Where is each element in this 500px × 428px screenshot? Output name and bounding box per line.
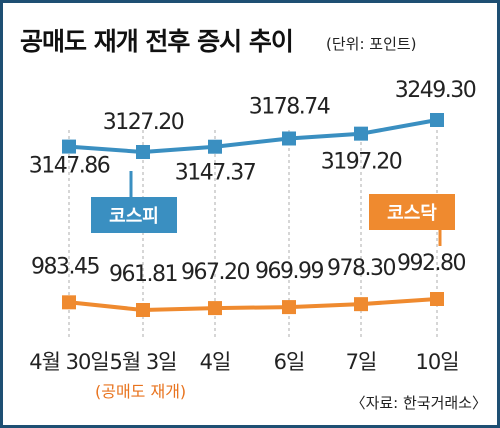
series-1-marker-4 xyxy=(354,297,368,312)
series-1-value-label-1: 961.81 xyxy=(109,262,177,287)
series-0-marker-1 xyxy=(136,145,150,159)
series-0-value-label-2: 3147.37 xyxy=(175,161,256,186)
series-0-marker-4 xyxy=(354,126,368,141)
x-tick-label-4: 7일 xyxy=(346,350,377,374)
series-1-marker-2 xyxy=(208,301,222,316)
series-layer xyxy=(62,113,444,317)
series-1-value-label-0: 983.45 xyxy=(31,254,99,279)
series-1-marker-0 xyxy=(62,295,76,310)
x-tick-label-1: 5월 3일 xyxy=(109,350,176,374)
x-axis: 4월 30일 5월 3일 4일 6일 7일 10일 xyxy=(29,350,459,374)
series-1-value-label-3: 969.99 xyxy=(255,259,323,284)
series-0-value-label-0: 3147.86 xyxy=(29,154,110,179)
legend-kospi-box xyxy=(91,197,177,233)
series-line-0 xyxy=(68,118,438,154)
source-note: 〈자료: 한국거래소〉 xyxy=(351,394,487,412)
series-0-marker-0 xyxy=(62,139,76,154)
x-tick-label-2: 4일 xyxy=(200,350,231,374)
series-1-marker-5 xyxy=(430,292,444,306)
x-tick-label-5: 10일 xyxy=(415,350,458,374)
series-0-marker-3 xyxy=(282,131,296,146)
series-0-marker-5 xyxy=(430,113,444,127)
series-0-value-label-3: 3178.74 xyxy=(249,94,330,119)
series-1-value-label-4: 978.30 xyxy=(327,256,395,281)
x-tick-label-3: 6일 xyxy=(274,350,305,374)
legend-kosdaq-label: 코스닥 xyxy=(387,203,437,224)
legend-kosdaq-box xyxy=(369,194,455,230)
grid xyxy=(68,130,438,338)
legend-kosdaq: 코스닥 xyxy=(369,194,455,246)
legend-kospi: 코스피 xyxy=(91,171,177,233)
series-1-marker-1 xyxy=(136,303,150,317)
series-line-1 xyxy=(68,297,438,312)
event-annotation: (공매도 재개) xyxy=(95,382,186,401)
series-1-value-label-5: 992.80 xyxy=(397,251,465,276)
chart-title: 공매도 재개 전후 증시 추이 xyxy=(20,27,293,56)
value-labels: 3147.86 3127.20 3147.37 3178.74 3197.20 3249.… xyxy=(29,78,477,287)
series-0-value-label-5: 3249.30 xyxy=(395,78,476,103)
series-1-value-label-2: 967.20 xyxy=(181,260,249,285)
x-tick-label-0: 4월 30일 xyxy=(29,350,108,374)
series-1-marker-3 xyxy=(282,300,296,315)
chart-unit: (단위: 포인트) xyxy=(326,35,417,53)
series-0-value-label-1: 3127.20 xyxy=(103,110,184,135)
series-0-value-label-4: 3197.20 xyxy=(321,150,402,175)
series-0-marker-2 xyxy=(208,139,222,154)
legend-kospi-label: 코스피 xyxy=(109,206,159,227)
